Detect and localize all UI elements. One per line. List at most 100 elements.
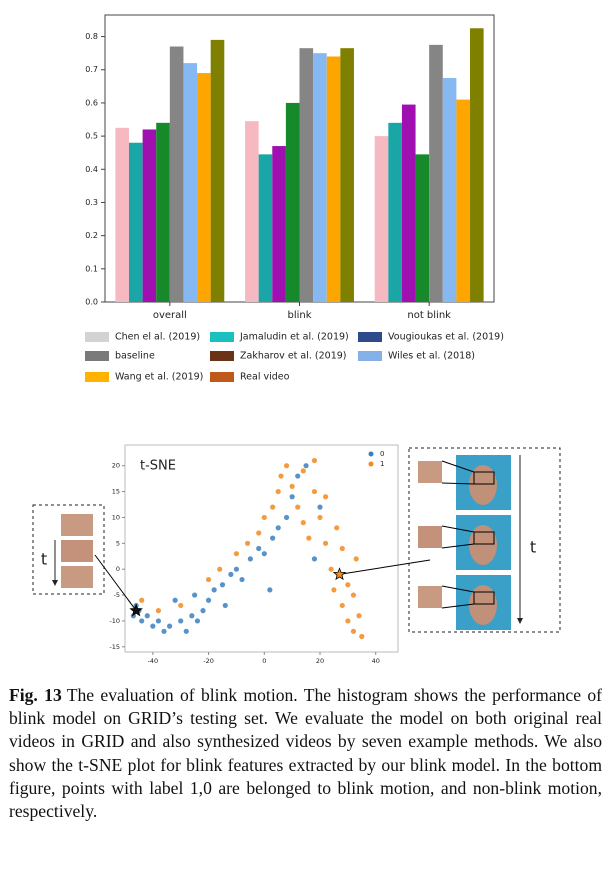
eye-box	[473, 471, 495, 485]
eye-box	[473, 591, 495, 605]
bar	[156, 122, 170, 302]
eye-thumb	[418, 586, 442, 608]
point	[205, 597, 212, 603]
plot-area	[124, 444, 399, 653]
bar	[142, 129, 157, 302]
legend-swatch	[85, 332, 109, 342]
x-tick-label: 0	[262, 657, 266, 665]
x-tick-label: not blink	[407, 310, 451, 321]
point	[339, 545, 345, 552]
y-tick-label: 20	[112, 462, 120, 470]
highlight-star	[129, 603, 143, 617]
chart-title: t-SNE	[140, 459, 176, 474]
caption: Fig. 13 The evaluation of blink motion. T…	[9, 684, 602, 823]
point	[222, 602, 228, 609]
legend-label: 0	[380, 450, 384, 458]
point	[139, 618, 145, 624]
point	[211, 587, 217, 593]
point	[270, 535, 276, 541]
y-tick-label: 15	[112, 488, 120, 496]
connector	[441, 482, 475, 485]
arrow-head	[52, 580, 58, 586]
connector	[441, 525, 475, 533]
point	[139, 597, 145, 603]
point	[345, 582, 351, 588]
bar	[115, 127, 129, 302]
bar	[299, 48, 314, 302]
eye-box	[473, 531, 495, 545]
point	[166, 623, 173, 629]
x-tick-label: -20	[203, 657, 214, 665]
point	[150, 623, 156, 629]
y-tick-label: 0.1	[85, 264, 98, 273]
point	[356, 613, 362, 619]
point	[295, 504, 301, 510]
point	[322, 540, 329, 546]
legend-label: baseline	[115, 351, 155, 362]
point	[339, 602, 345, 609]
bar	[313, 53, 327, 303]
bar	[258, 154, 273, 302]
bar	[388, 122, 402, 302]
point	[303, 463, 309, 469]
bar	[429, 44, 443, 303]
point	[200, 608, 206, 614]
figure: t t 0.0 0.1 0.2 0.3 0.4 0.5 0.6 0.7 0.8 overall bl…	[32, 14, 561, 665]
point	[194, 618, 201, 624]
point	[350, 592, 357, 598]
connector	[441, 460, 475, 473]
point	[295, 473, 301, 479]
bar	[169, 46, 184, 302]
legend-label: Chen el al. (2019)	[115, 332, 200, 343]
connector	[441, 543, 475, 549]
y-tick-label: 0.3	[85, 198, 98, 207]
y-tick-label: 0.6	[85, 98, 98, 107]
y-tick-label: 0.0	[85, 298, 98, 307]
y-tick-label: -5	[114, 591, 120, 599]
point	[311, 488, 318, 495]
legend-label: Wang et al. (2019)	[115, 372, 203, 383]
point	[306, 535, 312, 541]
bar	[245, 121, 259, 303]
point	[275, 488, 281, 495]
point	[256, 545, 262, 552]
point	[161, 628, 167, 634]
legend-marker	[368, 461, 374, 467]
face	[469, 585, 497, 625]
point	[192, 592, 198, 598]
point	[311, 556, 318, 562]
point	[283, 514, 290, 521]
bar	[285, 102, 300, 302]
legend-swatch	[210, 351, 234, 361]
point	[219, 582, 226, 588]
point	[261, 551, 267, 557]
point	[178, 602, 184, 609]
bar	[210, 39, 225, 302]
legend-swatch	[85, 351, 109, 361]
point	[256, 530, 262, 536]
face	[469, 465, 497, 505]
y-tick-label: -15	[109, 643, 120, 651]
point	[334, 525, 340, 531]
face-row	[418, 455, 511, 510]
point	[233, 566, 240, 572]
bar	[197, 73, 211, 302]
bar	[128, 142, 143, 302]
caption-label: Fig. 13	[9, 685, 62, 705]
legend-swatch	[210, 332, 234, 342]
y-tick-label: -10	[109, 617, 120, 625]
x-tick-label: 20	[316, 657, 324, 665]
point	[155, 618, 162, 624]
connector	[441, 585, 475, 593]
point	[178, 618, 184, 624]
bar	[272, 146, 286, 302]
point	[289, 483, 295, 489]
bar	[326, 56, 341, 303]
y-tick-label: 0.8	[85, 32, 98, 41]
time-label: t	[530, 538, 536, 557]
face	[469, 525, 497, 565]
legend-marker	[368, 451, 374, 457]
point	[322, 494, 329, 500]
legend-label: Vougioukas et al. (2019)	[388, 332, 504, 343]
bar	[183, 63, 198, 302]
